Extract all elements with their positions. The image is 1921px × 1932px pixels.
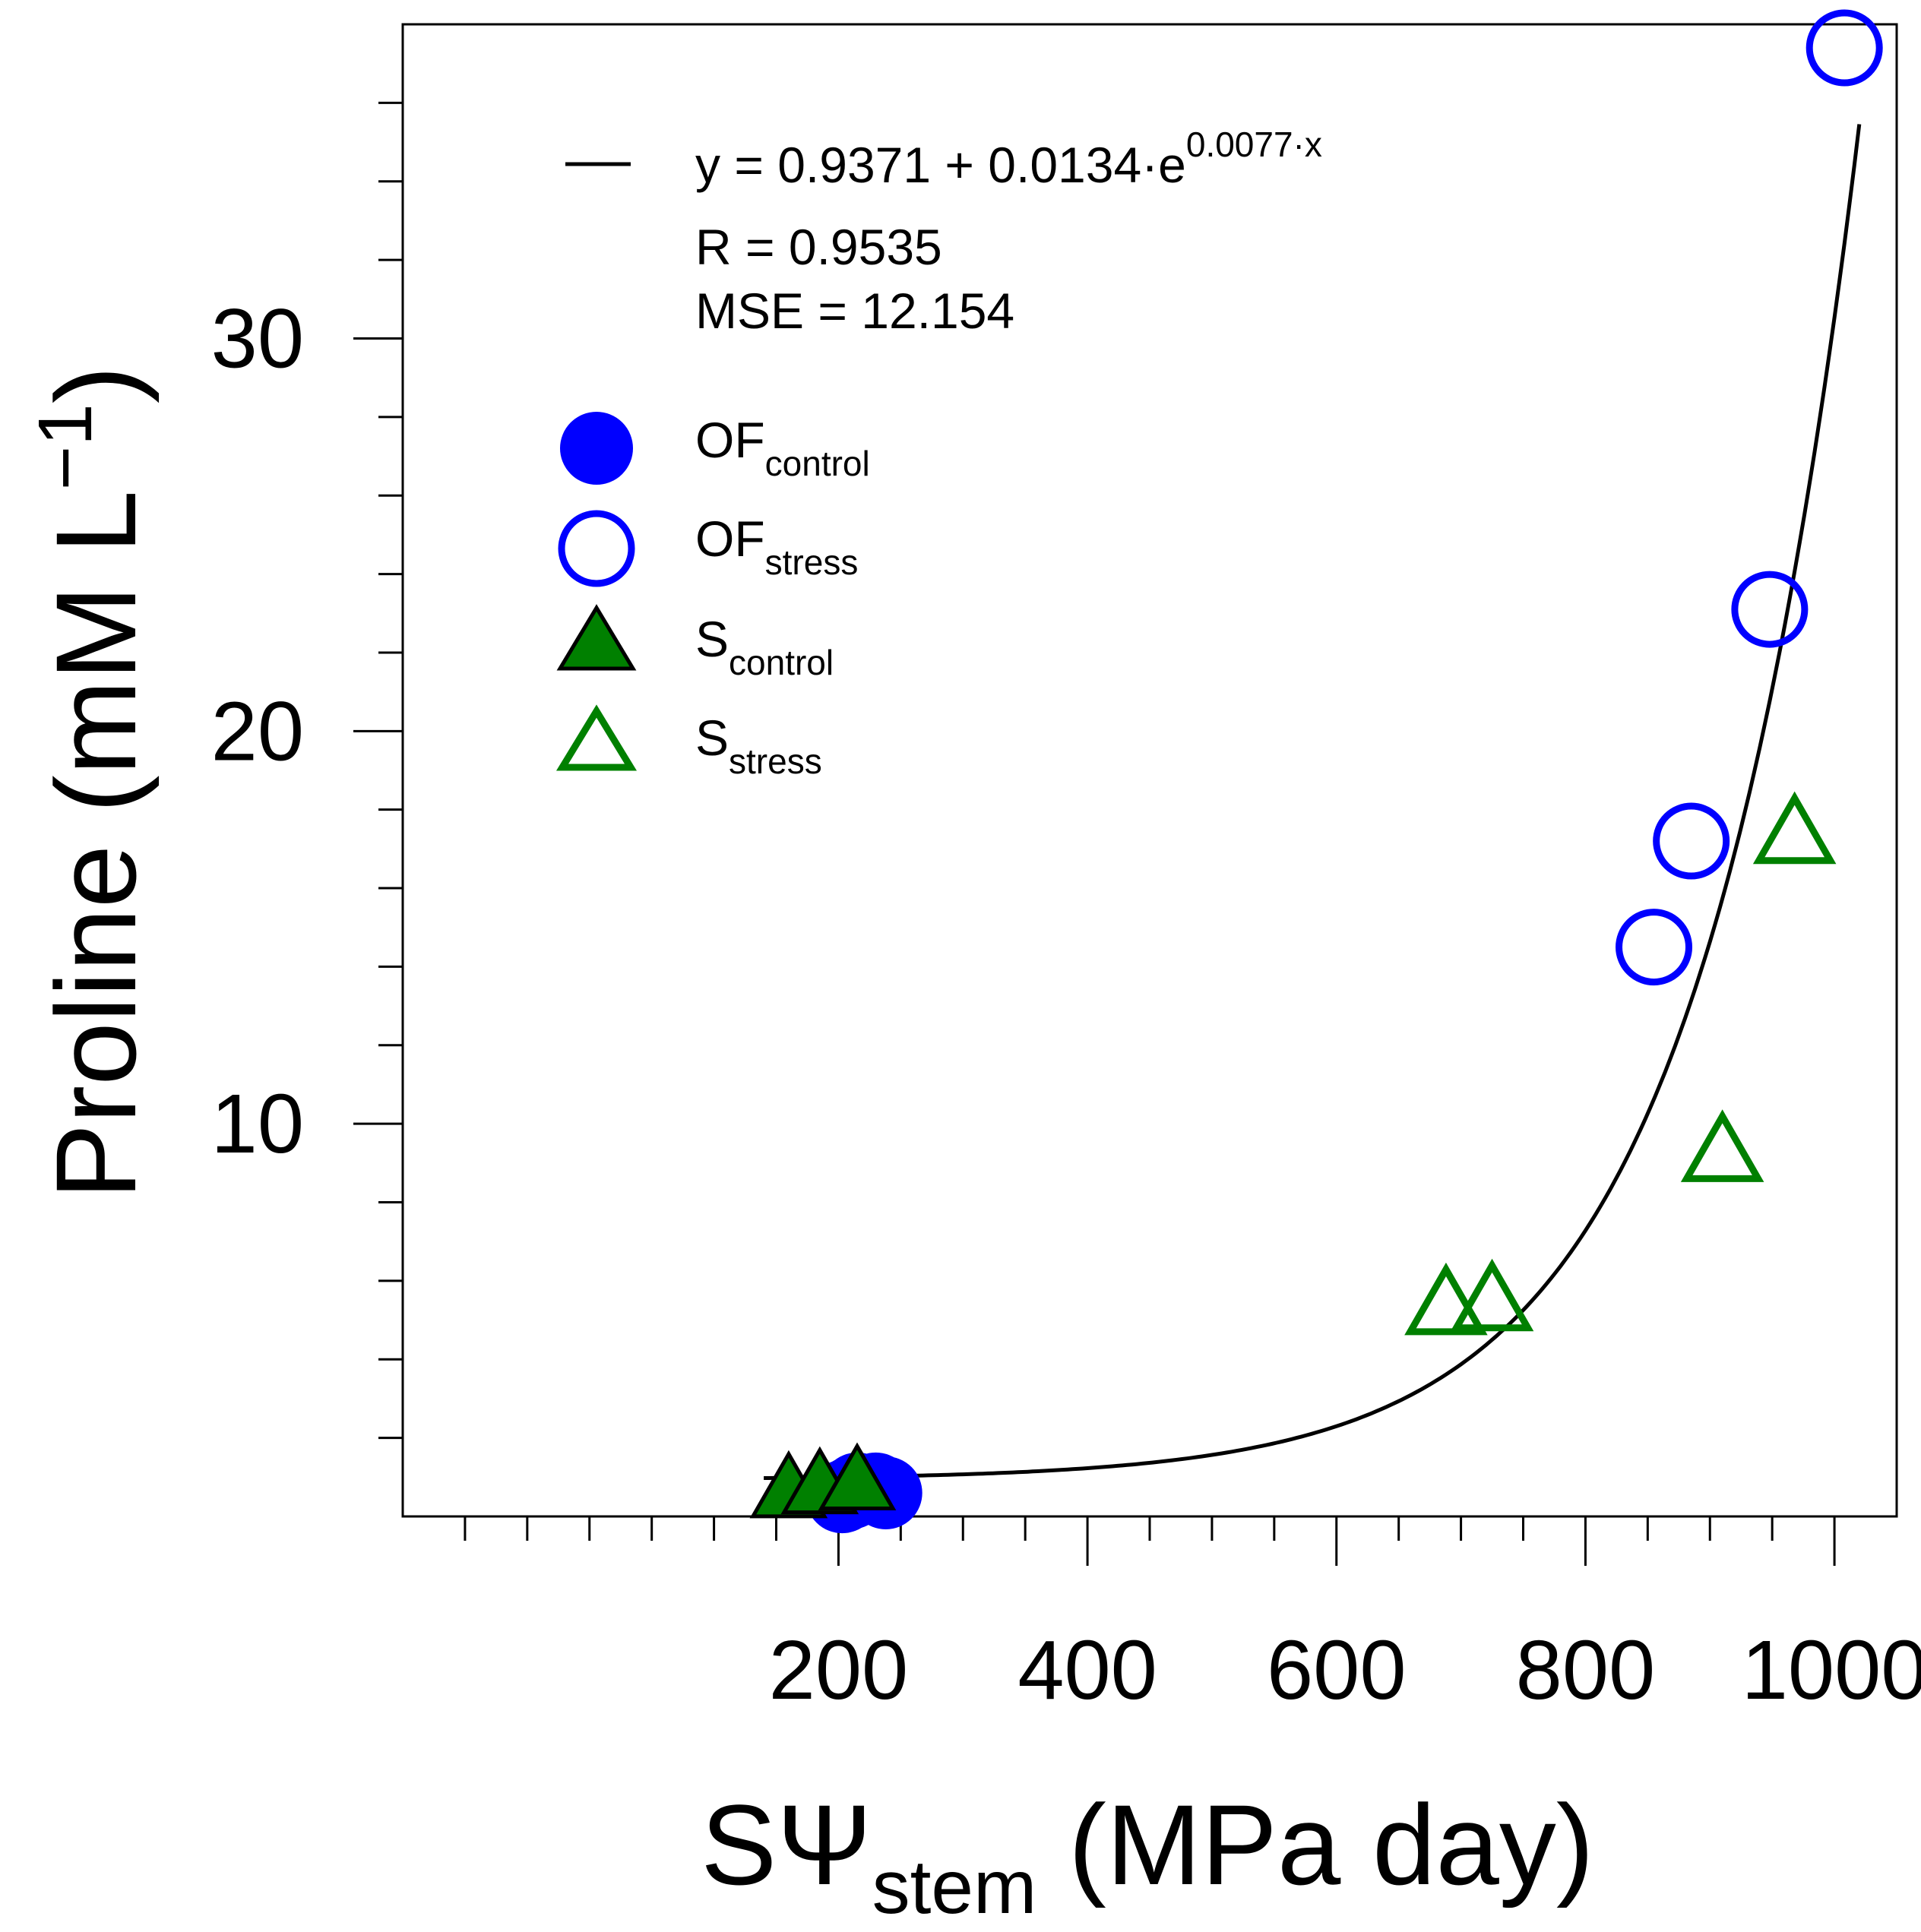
x-axis-ticks: 200 400 600 800 1000 (464, 1516, 1921, 1717)
point-of-stress (1805, 9, 1883, 87)
fit-mse-value: MSE = 12.154 (695, 283, 1014, 339)
x-tick-label: 400 (1017, 1624, 1157, 1717)
y-tick-label: 30 (211, 292, 304, 385)
legend-marker-s-control (556, 604, 637, 671)
y-axis-ticks: 10 20 30 (211, 101, 403, 1440)
point-of-stress (1731, 571, 1809, 648)
legend-marker-s-stress (555, 704, 638, 771)
legend-marker-of-stress (558, 510, 635, 587)
point-s-stress (1404, 1262, 1488, 1336)
legend-label-s-stress: Sstress (695, 710, 822, 781)
legend-label-s-control: Scontrol (695, 611, 834, 682)
fit-layer (764, 124, 1862, 1480)
x-axis-title: SΨstem (MPa day) (701, 1781, 1594, 1930)
point-s-stress (1680, 1109, 1764, 1182)
legend-marker-of-control (560, 412, 633, 485)
x-tick-label: 200 (769, 1624, 909, 1717)
legend-label-of-control: OFcontrol (695, 412, 870, 483)
fit-curve (764, 124, 1862, 1480)
point-s-stress (1450, 1258, 1534, 1332)
point-s-stress (1752, 791, 1837, 865)
legend-label-of-stress: OFstress (695, 511, 858, 582)
x-tick-label: 600 (1267, 1624, 1407, 1717)
legend: y = 0.9371 + 0.0134·e0.0077·x R = 0.9535… (555, 125, 1322, 781)
fit-equation: y = 0.9371 + 0.0134·e0.0077·x (695, 125, 1322, 193)
point-s-control (818, 1442, 897, 1510)
fit-r-value: R = 0.9535 (695, 219, 942, 275)
points-layer (749, 9, 1883, 1534)
x-tick-label: 800 (1516, 1624, 1656, 1717)
y-tick-label: 10 (211, 1077, 304, 1171)
y-axis-title: Proline (mM L−1) (23, 365, 160, 1200)
point-of-stress (1616, 909, 1693, 986)
x-tick-label: 1000 (1742, 1624, 1921, 1717)
y-tick-label: 20 (211, 685, 304, 778)
point-of-stress (1653, 802, 1730, 880)
